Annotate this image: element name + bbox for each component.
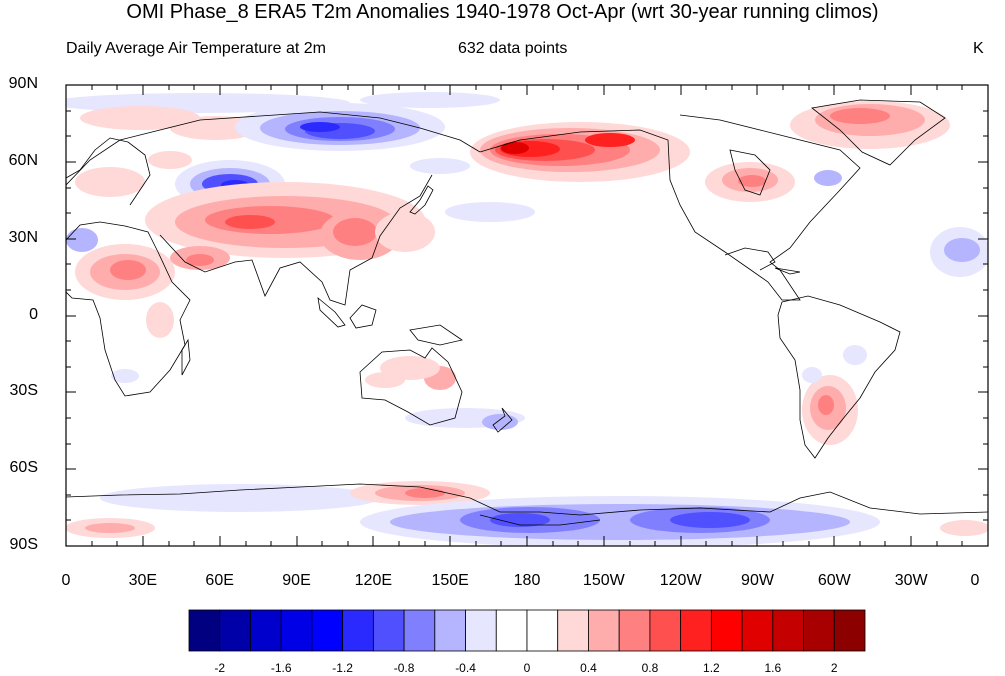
units-label: K xyxy=(973,40,984,57)
colorbar-box xyxy=(465,609,497,652)
colorbar-box xyxy=(372,609,405,652)
colorbar-box xyxy=(250,609,282,652)
x-tick-label: 30W xyxy=(894,572,928,589)
y-major-ticks xyxy=(66,84,988,547)
y-tick-label: 0 xyxy=(29,305,38,323)
colorbar-label: -2 xyxy=(214,661,226,675)
colorbar-box xyxy=(342,609,374,652)
colorbar-label: 1.2 xyxy=(703,661,720,675)
colorbar-label: 0.8 xyxy=(641,661,659,675)
colorbar-label: 1.6 xyxy=(764,661,782,675)
colorbar-box xyxy=(741,609,774,652)
x-minor-ticks xyxy=(91,85,963,546)
coast-japan xyxy=(409,185,434,215)
coast-borneo xyxy=(349,304,377,329)
colorbar-box xyxy=(311,609,344,652)
colorbar-label: 0.4 xyxy=(580,661,597,675)
colorbar xyxy=(188,609,866,652)
colorbar-box xyxy=(680,609,712,652)
colorbar-box xyxy=(557,609,589,652)
coast-eurasia-north xyxy=(66,111,481,186)
colorbar-box xyxy=(833,609,866,652)
colorbar-box xyxy=(772,609,804,652)
coast-south-america xyxy=(777,295,901,459)
coast-madagascar xyxy=(181,338,191,376)
colorbar-label: -0.4 xyxy=(455,661,476,675)
x-tick-label: 180 xyxy=(513,572,541,589)
colorbar-box xyxy=(188,609,221,652)
x-tick-label: 0 xyxy=(61,572,71,589)
colorbar-label: -0.8 xyxy=(393,661,415,675)
y-tick-label: 60N xyxy=(8,151,38,169)
colorbar-label: -1.6 xyxy=(270,661,292,675)
y-tick-label: 60S xyxy=(9,459,38,477)
coast-antarctica xyxy=(66,483,988,516)
x-tick-label: 30E xyxy=(128,572,158,589)
x-tick-label: 150E xyxy=(431,572,469,589)
coast-hudson-bay xyxy=(729,149,771,196)
y-tick-label: 90S xyxy=(9,536,38,553)
colorbar-box xyxy=(803,609,835,652)
coast-new-zealand xyxy=(492,407,513,433)
x-tick-marks xyxy=(65,85,989,546)
coast-ross-shelf xyxy=(479,514,601,526)
coast-eurasia-south xyxy=(159,174,433,306)
colorbar-box xyxy=(618,609,651,652)
y-tick-label: 30S xyxy=(9,382,38,400)
colorbar-label: 0 xyxy=(523,661,531,675)
coast-cuba xyxy=(774,267,801,275)
coast-new-guinea xyxy=(409,324,463,346)
y-minor-ticks xyxy=(66,110,988,521)
coast-australia xyxy=(359,347,463,426)
colorbar-box xyxy=(434,609,466,652)
colorbar-box xyxy=(403,609,436,652)
coast-sumatra xyxy=(317,297,346,328)
coastlines xyxy=(66,99,988,526)
map-title: OMI Phase_8 ERA5 T2m Anomalies 1940-1978… xyxy=(126,1,879,23)
data-points-subtitle: 632 data points xyxy=(458,40,568,57)
x-tick-label: 60W xyxy=(817,572,851,589)
coast-gulf-mexico xyxy=(724,247,776,271)
x-tick-label: 120W xyxy=(659,572,702,589)
colorbar-box xyxy=(710,609,743,652)
x-tick-label: 120E xyxy=(354,572,393,589)
colorbar-box xyxy=(495,609,528,652)
variable-subtitle: Daily Average Air Temperature at 2m xyxy=(66,40,326,57)
y-tick-label: 30N xyxy=(8,228,38,246)
y-tick-marks xyxy=(66,84,988,547)
x-tick-label: 90E xyxy=(282,572,311,589)
x-major-ticks xyxy=(65,85,989,546)
x-tick-label: 150W xyxy=(582,572,625,589)
x-tick-label: 90W xyxy=(741,572,774,589)
colorbar-box xyxy=(219,609,251,652)
coast-greenland xyxy=(811,99,946,166)
x-tick-label: 0 xyxy=(970,572,980,589)
colorbar-box xyxy=(588,609,620,652)
anomaly-field xyxy=(66,85,988,546)
x-tick-label: 60E xyxy=(205,572,234,589)
colorbar-label: 2 xyxy=(830,661,838,675)
y-tick-label: 90N xyxy=(8,75,38,92)
colorbar-box xyxy=(280,609,313,652)
colorbar-box xyxy=(526,609,559,652)
colorbar-box xyxy=(649,609,682,652)
colorbar-label: -1.2 xyxy=(332,661,353,675)
coast-europe xyxy=(66,137,151,206)
